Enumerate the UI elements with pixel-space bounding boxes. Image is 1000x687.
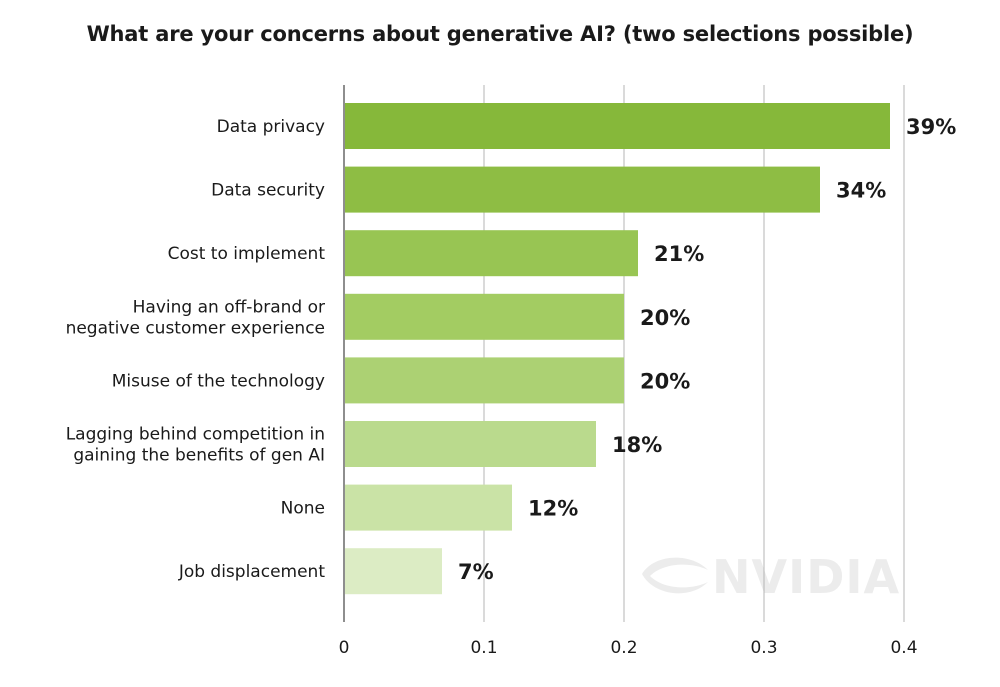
x-tick-label: 0.2 [610,638,637,658]
category-label: Cost to implement [168,244,326,264]
bar [345,103,890,149]
nvidia-watermark: NVIDIA [642,550,900,604]
watermark-text: NVIDIA [712,550,900,604]
x-tick-label: 0.3 [750,638,777,658]
data-label: 39% [906,115,956,139]
data-label: 20% [640,369,690,393]
x-tick-label: 0 [339,638,350,658]
data-label: 7% [458,560,494,584]
x-tick-label: 0.1 [470,638,497,658]
bar [345,484,512,531]
category-label: Misuse of the technology [112,371,325,391]
chart-title: What are your concerns about generative … [86,22,914,46]
bar [345,421,596,467]
category-label: Lagging behind competition in gaining the… [66,425,325,466]
category-label: Data privacy [217,117,325,137]
data-label: 18% [612,433,662,457]
bar [345,166,820,213]
category-label: Data security [211,181,325,201]
bar [345,357,624,404]
bar [345,548,442,595]
nvidia-eye-logo-icon [642,557,708,594]
bar [345,230,638,277]
data-label: 12% [528,497,578,521]
category-label: None [281,499,325,519]
category-label: Having an off-brand or negative customer … [66,297,325,338]
x-tick-label: 0.4 [890,638,917,658]
data-label: 21% [654,242,704,266]
category-label: Job displacement [178,562,326,582]
data-label: 20% [640,306,690,330]
data-label: 34% [836,179,886,203]
bar [345,293,624,340]
